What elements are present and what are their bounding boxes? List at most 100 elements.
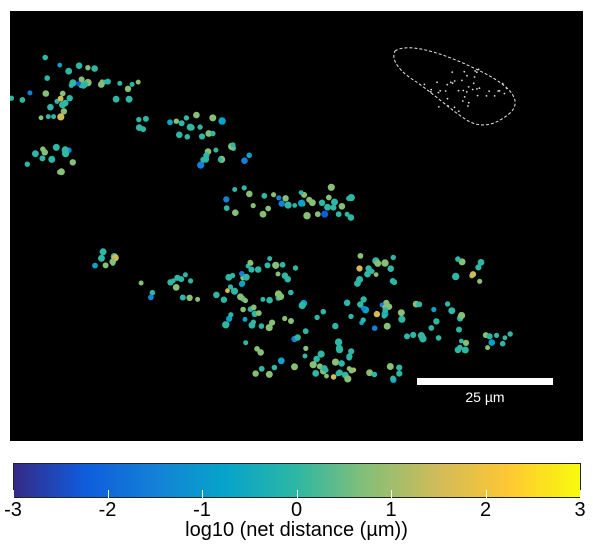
- spot: [265, 324, 273, 332]
- spot: [24, 161, 30, 167]
- spot: [314, 211, 321, 218]
- spot: [59, 90, 66, 97]
- spot: [469, 271, 477, 278]
- inset-speck: [472, 82, 475, 85]
- spot: [167, 279, 174, 286]
- spot: [458, 311, 466, 320]
- spot: [198, 133, 206, 140]
- inset-speck: [461, 100, 464, 102]
- colorbar-tick-label: 3: [574, 499, 586, 521]
- spot: [325, 194, 332, 201]
- spot: [284, 201, 292, 209]
- colorbar-tick-mark: [580, 490, 581, 498]
- colorbar-tick-mark: [296, 490, 298, 498]
- spot: [433, 318, 440, 325]
- spot: [200, 156, 207, 163]
- spot: [99, 248, 107, 256]
- spot: [281, 272, 289, 280]
- inset-speck: [476, 94, 479, 97]
- spot: [302, 353, 308, 359]
- spot: [52, 143, 60, 151]
- inset-speck: [444, 90, 447, 92]
- spot: [323, 367, 329, 373]
- spot: [382, 307, 389, 314]
- spot: [288, 318, 294, 324]
- spot: [278, 200, 285, 207]
- spot: [275, 271, 281, 277]
- inset-speck: [501, 82, 504, 85]
- spot: [195, 296, 201, 302]
- spot: [488, 339, 496, 346]
- spot: [357, 253, 364, 259]
- spot: [331, 358, 340, 366]
- spot: [183, 115, 190, 121]
- inset-speck: [453, 80, 456, 82]
- spot: [203, 152, 210, 159]
- spot: [320, 308, 327, 315]
- inset-speck: [463, 70, 466, 73]
- inset-speck: [457, 110, 460, 112]
- spot: [294, 334, 301, 341]
- spot: [390, 375, 396, 382]
- spot: [384, 323, 390, 329]
- inset-speck: [467, 105, 469, 107]
- spot: [38, 115, 44, 121]
- spot: [272, 261, 280, 269]
- inset-speck: [477, 68, 480, 71]
- spot: [218, 117, 226, 125]
- colorbar-tick-label: 2: [479, 499, 492, 521]
- inset-speck: [437, 106, 440, 108]
- spot: [252, 370, 259, 377]
- colorbar-label: log10 (net distance (µm)): [185, 519, 408, 541]
- spot: [176, 131, 183, 139]
- spot: [173, 118, 179, 124]
- spot: [223, 196, 230, 203]
- inset-speck: [446, 83, 449, 86]
- inset-speck: [475, 71, 478, 74]
- spot: [246, 152, 252, 159]
- spot: [242, 273, 250, 281]
- spot: [373, 272, 379, 277]
- inset-speck: [439, 89, 442, 92]
- spot: [57, 62, 63, 68]
- spot: [435, 335, 442, 341]
- spot: [332, 322, 339, 330]
- spot: [269, 319, 276, 326]
- spot: [343, 299, 351, 307]
- spot: [232, 209, 239, 216]
- spot: [205, 130, 213, 137]
- spot: [397, 309, 405, 317]
- spot: [477, 259, 485, 266]
- spot: [298, 301, 306, 310]
- colorbar-tick-mark: [202, 490, 203, 498]
- spot: [324, 373, 329, 379]
- inset-speck: [467, 101, 470, 104]
- spot: [381, 313, 387, 319]
- spot: [188, 278, 194, 284]
- spot: [258, 323, 265, 329]
- spot: [327, 183, 335, 191]
- spot: [109, 258, 116, 265]
- inset-speck: [474, 70, 476, 72]
- spot: [458, 338, 464, 344]
- spot: [373, 310, 381, 318]
- colorbar-tick-mark: [391, 490, 392, 498]
- spot: [330, 374, 337, 380]
- spot: [232, 187, 238, 192]
- spot: [302, 328, 309, 335]
- spot: [69, 159, 76, 166]
- cell-outline: [393, 47, 516, 126]
- spot: [242, 316, 248, 322]
- spot: [242, 297, 248, 304]
- spot: [97, 81, 105, 88]
- inset-speck: [437, 91, 440, 94]
- spot: [292, 265, 299, 271]
- spot: [265, 205, 272, 212]
- inset-speck: [465, 91, 468, 93]
- inset-speck: [485, 95, 488, 97]
- inset-speck: [503, 92, 506, 95]
- spot: [486, 333, 493, 340]
- spot: [19, 97, 26, 103]
- spot: [455, 256, 461, 262]
- spot: [502, 335, 508, 341]
